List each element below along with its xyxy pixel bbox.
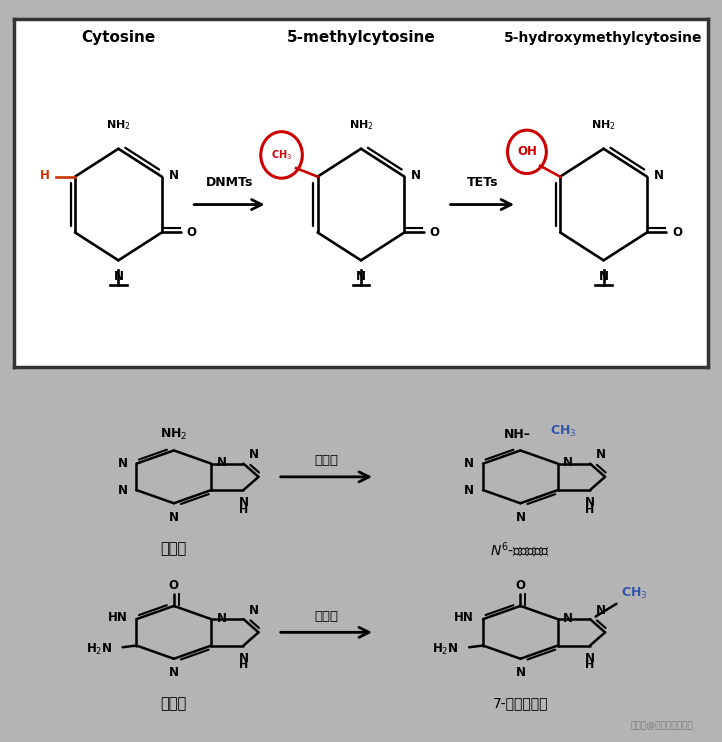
Text: NH$_2$: NH$_2$ [591,118,616,131]
Text: NH–: NH– [503,428,531,441]
Text: NH$_2$: NH$_2$ [106,118,131,131]
Text: 5-methylcytosine: 5-methylcytosine [287,30,435,45]
Text: N: N [516,666,526,680]
Text: N: N [356,269,366,283]
Text: O: O [672,226,682,239]
Text: N: N [464,484,474,496]
Text: CH$_3$: CH$_3$ [621,586,648,601]
Text: N: N [169,511,179,524]
Text: N: N [217,612,227,625]
Text: HN: HN [108,611,128,624]
Text: H: H [40,168,50,182]
Text: H: H [239,505,248,515]
Text: N: N [238,652,248,665]
Text: H$_2$N: H$_2$N [432,641,458,657]
Text: OH: OH [517,145,537,158]
Text: O: O [169,579,179,592]
Text: N: N [249,603,259,617]
Text: H$_2$N: H$_2$N [86,641,112,657]
Text: H: H [586,660,595,671]
Text: N: N [599,269,609,283]
Text: N: N [169,666,179,680]
Text: N: N [516,511,526,524]
Text: N: N [412,168,422,182]
Text: NH$_2$: NH$_2$ [160,427,188,442]
Text: $N^6$-甲基腺呀呶: $N^6$-甲基腺呀呶 [490,541,550,560]
Text: H: H [586,505,595,515]
Text: N: N [596,448,606,461]
Text: N: N [113,269,123,283]
Text: TETs: TETs [466,176,498,189]
Text: N: N [249,448,259,461]
Text: N: N [118,484,128,496]
Text: 鸟呀呶: 鸟呀呶 [161,696,187,712]
Text: N: N [585,652,595,665]
Text: N: N [217,456,227,469]
Text: N: N [654,168,664,182]
Text: N: N [169,168,179,182]
Text: N: N [585,496,595,510]
Text: 搜狐号@深圳易基因科技: 搜狐号@深圳易基因科技 [631,721,694,730]
Text: HN: HN [454,611,474,624]
Text: N: N [563,456,573,469]
Text: NH$_2$: NH$_2$ [349,118,373,131]
Text: N: N [563,612,573,625]
Text: O: O [187,226,197,239]
Text: 甲基化: 甲基化 [314,454,339,467]
Text: H: H [239,660,248,671]
Text: 腺呀呶: 腺呀呶 [161,541,187,556]
Text: Cytosine: Cytosine [82,30,155,45]
Text: O: O [516,579,526,592]
Text: N: N [464,457,474,470]
Text: N: N [596,603,606,617]
Text: CH$_3$: CH$_3$ [271,148,292,162]
Text: O: O [430,226,440,239]
Text: CH$_3$: CH$_3$ [549,424,576,439]
Text: N: N [118,457,128,470]
Text: 5-hydroxymethylcytosine: 5-hydroxymethylcytosine [505,31,703,45]
Text: DNMTs: DNMTs [206,176,253,189]
Text: 7-甲基鸟呀呶: 7-甲基鸟呀呶 [492,696,548,710]
Text: 甲基化: 甲基化 [314,609,339,623]
Text: N: N [238,496,248,510]
